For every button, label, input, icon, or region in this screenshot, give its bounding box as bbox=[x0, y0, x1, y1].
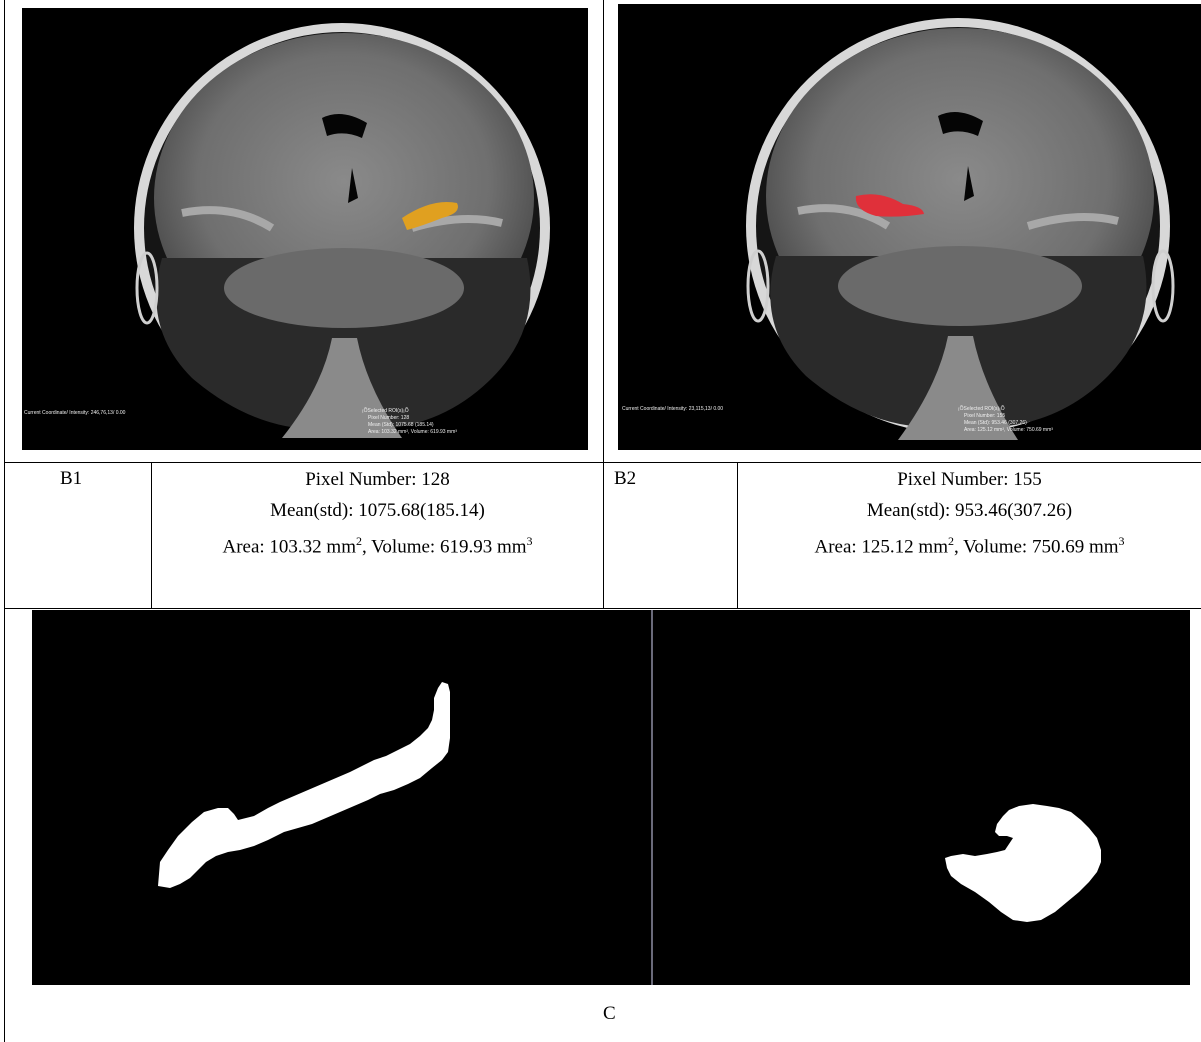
viewer-area-b1: Area: 103.32 mm², Volume: 619.93 mm³ bbox=[368, 429, 457, 435]
label-b1: B1 bbox=[60, 468, 83, 489]
brain-scan-b2 bbox=[618, 4, 1201, 450]
viewer-roi-header-b1: ¡ÕSelected ROI(s)¡Õ bbox=[362, 408, 409, 414]
stats-area-b1: Area: 103.32 mm2, Volume: 619.93 mm3 bbox=[222, 534, 533, 558]
stats-b1: Pixel Number: 128 Mean(std): 1075.68(185… bbox=[152, 464, 603, 562]
stats-area-b2: Area: 125.12 mm2, Volume: 750.69 mm3 bbox=[814, 534, 1125, 558]
brain-scan-b1 bbox=[22, 8, 588, 450]
mask-divider bbox=[651, 610, 653, 985]
roi-highlight-b2 bbox=[855, 194, 924, 217]
mask-shape-b1 bbox=[158, 682, 450, 888]
grid-label-divider-b2 bbox=[737, 462, 738, 608]
grid-horizontal-1 bbox=[4, 462, 1201, 463]
mri-image-b2: Current Coordinate/ Intensity: 23,115,13… bbox=[618, 4, 1201, 450]
mask-shape-b2 bbox=[945, 804, 1101, 922]
grid-horizontal-2 bbox=[4, 608, 1201, 609]
stats-pixel-b2: Pixel Number: 155 bbox=[897, 469, 1042, 490]
grid-middle-divider-top bbox=[603, 0, 604, 608]
mask-image-c-left bbox=[32, 610, 651, 985]
viewer-roi-readout-b2: ¡ÕSelected ROI(s)¡Õ Pixel Number: 155 Me… bbox=[958, 406, 1053, 434]
stats-mean-b1: Mean(std): 1075.68(185.14) bbox=[270, 500, 485, 521]
binary-mask-b1 bbox=[32, 610, 651, 985]
viewer-mean-b1: Mean (Std): 1075.68 (185.14) bbox=[368, 422, 434, 428]
viewer-pixel-b1: Pixel Number: 128 bbox=[368, 415, 410, 421]
stats-b2: Pixel Number: 155 Mean(std): 953.46(307.… bbox=[738, 464, 1201, 562]
roi-highlight-b1 bbox=[402, 202, 458, 230]
viewer-coordinate-b2: Current Coordinate/ Intensity: 23,115,13… bbox=[622, 406, 724, 412]
label-c: C bbox=[603, 1003, 616, 1024]
viewer-mean-b2: Mean (Std): 953.46 (307.26) bbox=[964, 420, 1027, 426]
mask-image-c-right bbox=[653, 610, 1190, 985]
label-b2: B2 bbox=[614, 468, 637, 489]
grid-left-border bbox=[4, 0, 5, 1042]
viewer-area-b2: Area: 125.12 mm², Volume: 750.69 mm³ bbox=[964, 427, 1053, 433]
mri-image-b1: Current Coordinate/ Intensity: 246,76,13… bbox=[22, 8, 588, 450]
viewer-pixel-b2: Pixel Number: 155 bbox=[964, 413, 1006, 419]
binary-mask-b2 bbox=[653, 610, 1190, 985]
grid-label-divider-b1 bbox=[151, 462, 152, 608]
viewer-roi-header-b2: ¡ÕSelected ROI(s)¡Õ bbox=[958, 406, 1005, 412]
stats-pixel-b1: Pixel Number: 128 bbox=[305, 469, 450, 490]
viewer-roi-readout-b1: ¡ÕSelected ROI(s)¡Õ Pixel Number: 128 Me… bbox=[362, 408, 457, 436]
stats-mean-b2: Mean(std): 953.46(307.26) bbox=[866, 500, 1073, 521]
viewer-coordinate-b1: Current Coordinate/ Intensity: 246,76,13… bbox=[24, 410, 126, 416]
